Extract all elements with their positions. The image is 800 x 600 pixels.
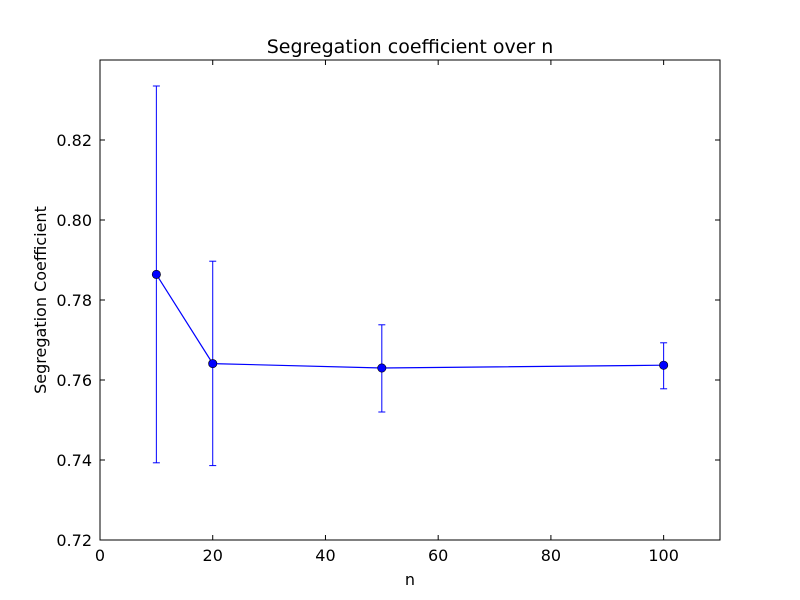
y-axis-label: Segregation Coefficient [31,206,50,394]
y-tick-label: 0.74 [56,451,92,470]
data-point [151,269,161,279]
y-tick-label: 0.78 [56,291,92,310]
y-tick-label: 0.76 [56,371,92,390]
x-tick-label: 100 [648,546,679,565]
x-axis-label: n [405,570,415,589]
x-tick-label: 80 [541,546,561,565]
x-tick-label: 20 [203,546,223,565]
x-tick-label: 0 [95,546,105,565]
y-tick-label: 0.82 [56,131,92,150]
plot-frame [99,59,721,541]
plot-area: 0 20 40 60 80 100 0.72 0.74 0.76 0.78 0.80 0.82 [56,59,721,565]
x-tick-label: 60 [428,546,448,565]
y-tick-label: 0.72 [56,531,92,550]
y-tick-label: 0.80 [56,211,92,230]
data-point [377,363,387,373]
data-point [659,360,669,370]
x-tick-label: 40 [315,546,335,565]
chart-title: Segregation coefficient over n [267,36,554,58]
series-line [155,274,664,369]
data-point [208,359,218,369]
